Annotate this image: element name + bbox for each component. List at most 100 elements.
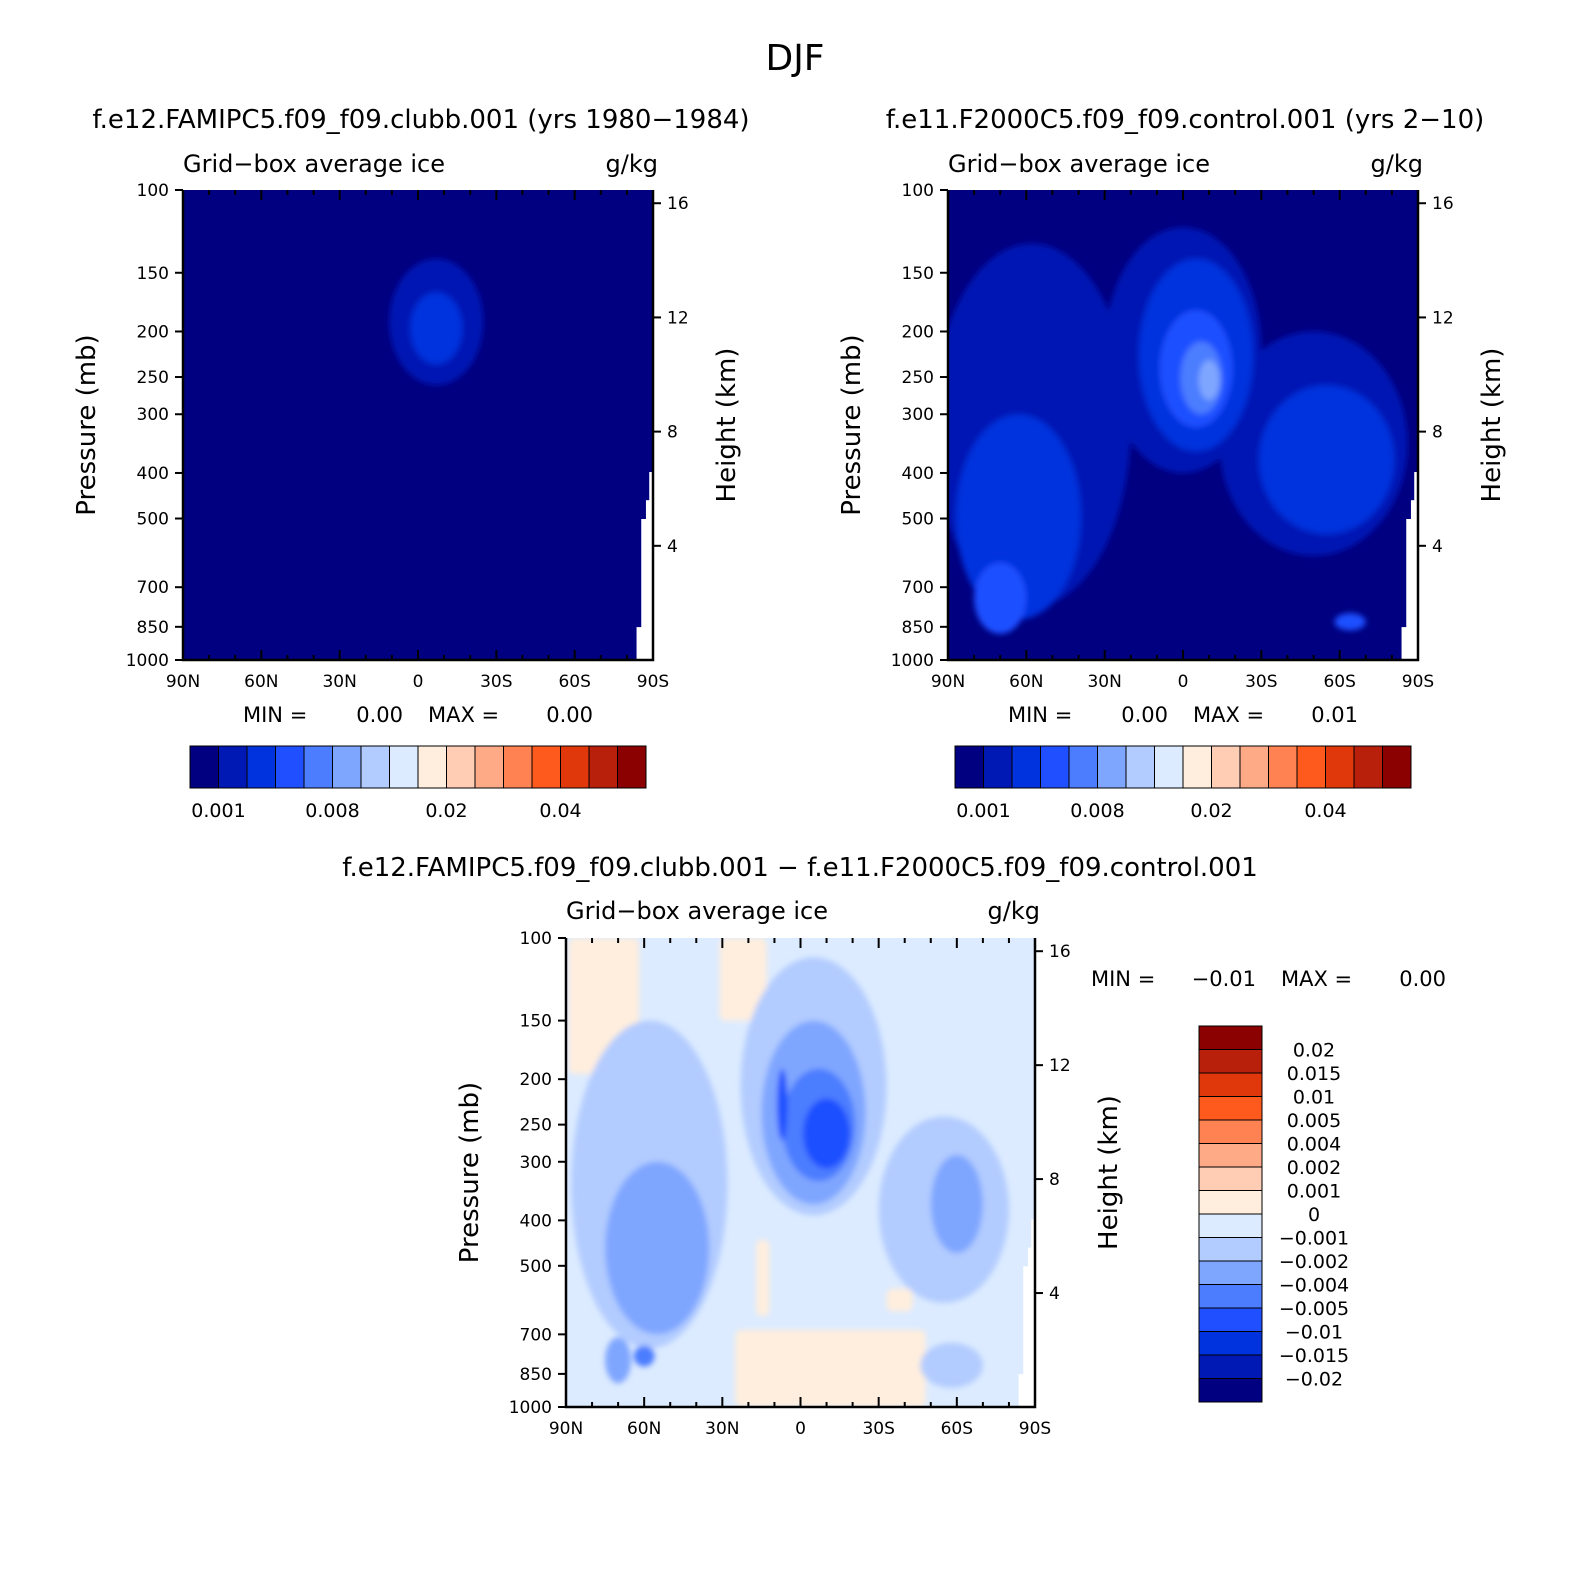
p3-contour-blob-6 bbox=[930, 1154, 983, 1254]
p1-y2-tick-label: 16 bbox=[667, 194, 689, 214]
p3-colorbar-swatch bbox=[1198, 1284, 1263, 1309]
p2-y-tick-label: 400 bbox=[902, 464, 934, 484]
p1-x-tick-label: 0 bbox=[413, 672, 424, 692]
p3-y2-tick-label: 4 bbox=[1049, 1284, 1060, 1304]
p1-colorbar-label: 0.02 bbox=[425, 800, 467, 822]
p2-colorbar-swatch bbox=[1154, 745, 1184, 789]
p2-y2-axis-title: Height (km) bbox=[1477, 348, 1507, 503]
p2-panel: f.e11.F2000C5.f09_f09.control.001 (yrs 2… bbox=[837, 105, 1507, 822]
p1-x-tick-label: 30N bbox=[322, 672, 356, 692]
p3-colorbar-label: 0.002 bbox=[1287, 1157, 1341, 1179]
p3-contour-blob-7 bbox=[605, 1337, 632, 1384]
p3-min-label: MIN = bbox=[1091, 967, 1155, 991]
p1-colorbar-swatch bbox=[503, 745, 533, 789]
p3-contour-blob-11 bbox=[777, 1068, 788, 1141]
p2-colorbar-swatch bbox=[1182, 745, 1212, 789]
p3-min-value: −0.01 bbox=[1192, 967, 1256, 991]
p1-contour-blob-1 bbox=[410, 292, 463, 365]
p3-missing-data-1 bbox=[1018, 1374, 1025, 1407]
p2-plot-area bbox=[948, 190, 1418, 660]
p2-colorbar-swatch bbox=[1097, 745, 1127, 789]
p3-contour-blob-4 bbox=[605, 1161, 710, 1335]
p3-colorbar-swatch bbox=[1198, 1119, 1263, 1144]
p3-colorbar-label: −0.015 bbox=[1279, 1345, 1349, 1367]
p3-max-value: 0.00 bbox=[1399, 967, 1446, 991]
p1-missing-data-4 bbox=[649, 472, 653, 660]
p2-x-tick-label: 60N bbox=[1009, 672, 1043, 692]
p3-colorbar-label: 0.001 bbox=[1287, 1181, 1341, 1203]
p2-y2-tick-label: 16 bbox=[1432, 194, 1454, 214]
p1-colorbar-swatch bbox=[474, 745, 504, 789]
p2-contour-blob-6 bbox=[974, 562, 1027, 634]
p2-x-tick-label: 30S bbox=[1245, 672, 1277, 692]
p2-x-tick-label: 90N bbox=[931, 672, 965, 692]
p2-x-tick-label: 30N bbox=[1087, 672, 1121, 692]
p1-x-tick-label: 60S bbox=[558, 672, 590, 692]
p2-y-tick-label: 300 bbox=[902, 405, 934, 425]
p3-x-tick-label: 90N bbox=[549, 1419, 583, 1439]
p1-colorbar-swatch bbox=[417, 745, 447, 789]
p2-colorbar-swatch bbox=[1211, 745, 1241, 789]
p1-colorbar-swatch bbox=[531, 745, 561, 789]
p1-missing-data-3 bbox=[645, 500, 651, 660]
p1-y2-tick-label: 4 bbox=[667, 537, 678, 557]
p1-colorbar-swatch bbox=[189, 745, 219, 789]
p3-colorbar-label: 0.004 bbox=[1287, 1134, 1341, 1156]
p3-colorbar-swatch bbox=[1198, 1096, 1263, 1121]
p2-contour-blob-10 bbox=[1198, 360, 1220, 401]
p3-x-tick-label: 60N bbox=[627, 1419, 661, 1439]
p3-x-tick-label: 30N bbox=[705, 1419, 739, 1439]
p1-units-label: g/kg bbox=[606, 150, 658, 178]
p1-y-tick-label: 700 bbox=[137, 578, 169, 598]
p3-y-axis-title: Pressure (mb) bbox=[455, 1082, 485, 1263]
p1-y2-tick-label: 8 bbox=[667, 423, 678, 443]
p3-panel: f.e12.FAMIPC5.f09_f09.clubb.001 − f.e11.… bbox=[342, 853, 1446, 1439]
p2-colorbar-swatch bbox=[954, 745, 984, 789]
p1-y-axis-title: Pressure (mb) bbox=[72, 334, 102, 515]
p3-x-tick-label: 90S bbox=[1019, 1419, 1051, 1439]
p3-variable-label: Grid−box average ice bbox=[566, 897, 828, 925]
p2-colorbar: 0.001 0.008 0.02 0.04 bbox=[954, 745, 1412, 822]
p3-positive-region-4 bbox=[886, 1288, 913, 1312]
p2-colorbar-swatch bbox=[1268, 745, 1298, 789]
p1-max-label: MAX = bbox=[428, 703, 499, 727]
p2-colorbar-swatch bbox=[1040, 745, 1070, 789]
p2-y2-tick-label: 8 bbox=[1432, 423, 1443, 443]
p1-colorbar-label: 0.008 bbox=[305, 800, 359, 822]
p2-colorbar-label: 0.04 bbox=[1304, 800, 1346, 822]
p2-colorbar-swatch bbox=[983, 745, 1013, 789]
p1-y-tick-label: 400 bbox=[137, 464, 169, 484]
page-title: DJF bbox=[765, 38, 824, 79]
p1-title: f.e12.FAMIPC5.f09_f09.clubb.001 (yrs 198… bbox=[92, 105, 749, 135]
p1-min-value: 0.00 bbox=[356, 703, 403, 727]
p3-x-tick-label: 0 bbox=[795, 1419, 806, 1439]
p3-colorbar-swatch bbox=[1198, 1331, 1263, 1356]
p3-colorbar-label: −0.001 bbox=[1279, 1228, 1349, 1250]
p3-y2-axis-title: Height (km) bbox=[1094, 1095, 1124, 1250]
p1-background-field bbox=[183, 190, 653, 660]
p2-colorbar-label: 0.001 bbox=[956, 800, 1010, 822]
p3-colorbar-label: 0.02 bbox=[1293, 1040, 1335, 1062]
p1-panel: f.e12.FAMIPC5.f09_f09.clubb.001 (yrs 198… bbox=[72, 105, 750, 822]
p2-missing-data-4 bbox=[1414, 472, 1418, 660]
p2-max-value: 0.01 bbox=[1311, 703, 1358, 727]
p2-y-axis-title: Pressure (mb) bbox=[837, 334, 867, 515]
p2-contour-blob-4 bbox=[1258, 385, 1395, 535]
p2-x-tick-label: 0 bbox=[1178, 672, 1189, 692]
p3-y-tick-label: 500 bbox=[520, 1257, 552, 1277]
p2-missing-data-3 bbox=[1410, 500, 1416, 660]
p2-x-tick-label: 90S bbox=[1402, 672, 1434, 692]
p3-y-tick-label: 250 bbox=[520, 1116, 552, 1136]
p1-colorbar-swatch bbox=[617, 745, 647, 789]
p3-y2-tick-label: 12 bbox=[1049, 1056, 1071, 1076]
p3-colorbar-label: −0.005 bbox=[1279, 1298, 1349, 1320]
p2-missing-data-2 bbox=[1406, 519, 1412, 660]
p2-y2-tick-label: 12 bbox=[1432, 308, 1454, 328]
p2-y-tick-label: 1000 bbox=[891, 651, 934, 671]
p3-y-tick-label: 200 bbox=[520, 1070, 552, 1090]
p2-min-label: MIN = bbox=[1008, 703, 1072, 727]
p1-colorbar-swatch bbox=[588, 745, 618, 789]
p2-y-tick-label: 250 bbox=[902, 368, 934, 388]
p1-colorbar-swatch bbox=[360, 745, 390, 789]
p1-colorbar-swatch bbox=[218, 745, 248, 789]
